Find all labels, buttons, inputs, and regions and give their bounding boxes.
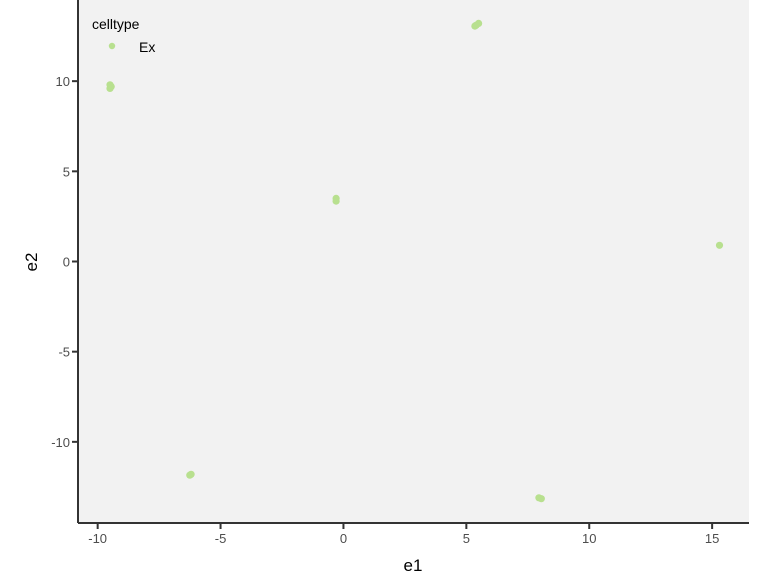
- data-point: [107, 83, 115, 91]
- legend-label-ex: Ex: [139, 39, 155, 55]
- y-tick-label: 5: [63, 164, 70, 179]
- y-axis-title: e2: [22, 253, 41, 272]
- data-point: [715, 241, 724, 249]
- x-tick-label: 15: [705, 531, 719, 546]
- y-tick-label: 10: [56, 74, 70, 89]
- y-tick-label: -5: [58, 345, 70, 360]
- y-tick-label: -10: [51, 435, 70, 450]
- x-tick-label: 5: [463, 531, 470, 546]
- x-tick-label: 0: [340, 531, 347, 546]
- y-axis-ticks: -10 -5 0 5 10: [51, 74, 78, 450]
- legend: celltype Ex: [92, 16, 155, 55]
- x-tick-label: -10: [88, 531, 107, 546]
- legend-key-ex: [108, 42, 116, 50]
- y-tick-label: 0: [63, 255, 70, 270]
- data-point: [186, 471, 194, 479]
- data-point: [332, 197, 340, 205]
- data-points: [106, 19, 724, 503]
- x-axis-title: e1: [404, 556, 423, 575]
- x-axis-ticks: -10 -5 0 5 10 15: [88, 523, 719, 546]
- data-point: [537, 495, 545, 503]
- plot-panel: [78, 0, 749, 523]
- legend-title: celltype: [92, 16, 140, 32]
- data-point: [471, 22, 479, 30]
- x-tick-label: -5: [215, 531, 227, 546]
- x-tick-label: 10: [582, 531, 596, 546]
